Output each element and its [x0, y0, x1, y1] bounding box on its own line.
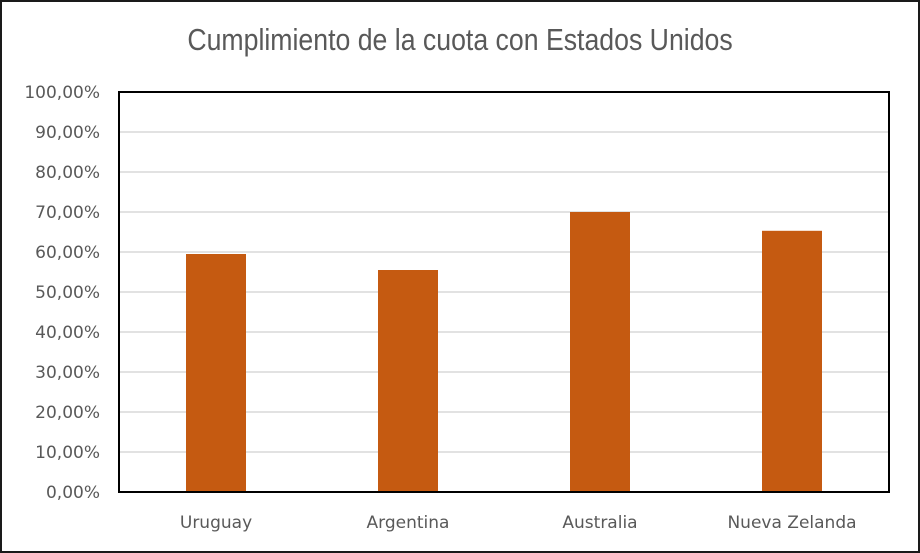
y-tick-label: 0,00% — [46, 483, 100, 503]
bar — [186, 254, 246, 492]
bar — [762, 230, 822, 493]
y-tick-label: 30,00% — [35, 363, 100, 383]
y-tick-label: 100,00% — [24, 83, 100, 103]
y-tick-label: 70,00% — [35, 203, 100, 223]
y-tick-label: 60,00% — [35, 243, 100, 263]
x-tick-label: Uruguay — [180, 513, 252, 533]
x-tick-label: Argentina — [367, 513, 450, 533]
y-tick-label: 40,00% — [35, 323, 100, 343]
chart-title: Cumplimiento de la cuota con Estados Uni… — [187, 22, 733, 57]
x-tick-label: Australia — [562, 513, 637, 533]
x-tick-label: Nueva Zelanda — [727, 513, 856, 533]
y-axis-tick-labels: 0,00% 10,00% 20,00% 30,00% 40,00% 50,00% 60,00… — [24, 83, 100, 503]
gridlines — [120, 131, 888, 453]
bars — [186, 212, 822, 493]
bar — [570, 212, 630, 492]
y-tick-label: 90,00% — [35, 123, 100, 143]
x-axis-tick-labels: Uruguay Argentina Australia Nueva Zelanda — [180, 513, 857, 533]
y-tick-label: 20,00% — [35, 403, 100, 423]
plot-area-border — [118, 91, 890, 493]
y-tick-label: 50,00% — [35, 283, 100, 303]
bar — [378, 270, 438, 492]
y-tick-label: 80,00% — [35, 163, 100, 183]
y-tick-label: 10,00% — [35, 443, 100, 463]
